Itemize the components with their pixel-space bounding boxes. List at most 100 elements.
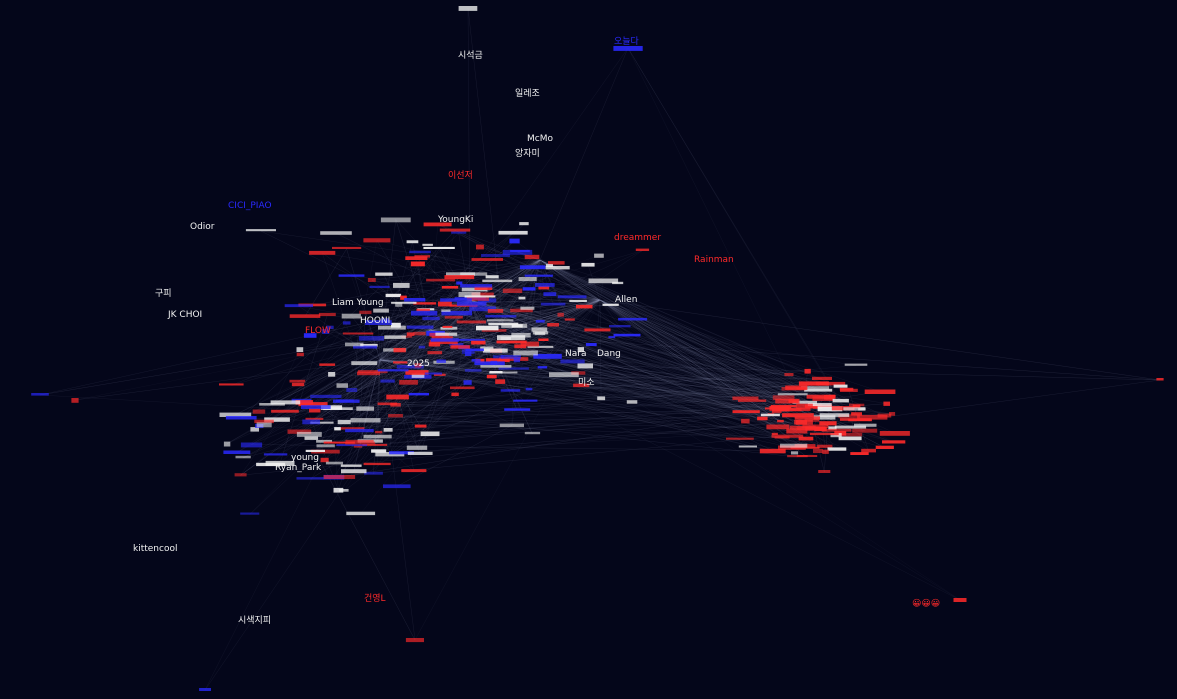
graph-node[interactable]	[471, 340, 486, 345]
graph-node[interactable]	[513, 399, 538, 402]
graph-node[interactable]	[31, 393, 49, 396]
graph-node[interactable]	[813, 448, 823, 453]
graph-node[interactable]	[444, 275, 475, 280]
graph-node[interactable]	[817, 406, 843, 412]
node-label[interactable]: HOONI	[360, 316, 390, 326]
graph-node[interactable]	[524, 431, 541, 435]
graph-node[interactable]	[543, 292, 557, 297]
graph-node[interactable]	[357, 371, 381, 376]
graph-node[interactable]	[408, 392, 429, 396]
graph-node[interactable]	[296, 347, 304, 352]
node-label[interactable]: 건영L	[364, 593, 386, 604]
graph-node[interactable]	[401, 335, 413, 338]
graph-node[interactable]	[436, 359, 446, 363]
graph-node[interactable]	[584, 328, 611, 332]
graph-node[interactable]	[389, 451, 414, 455]
graph-node[interactable]	[482, 348, 508, 353]
graph-node[interactable]	[458, 292, 481, 297]
graph-node[interactable]	[405, 638, 424, 643]
graph-node[interactable]	[391, 322, 401, 328]
graph-node[interactable]	[857, 414, 888, 420]
graph-node[interactable]	[259, 403, 285, 406]
graph-node[interactable]	[405, 256, 428, 260]
graph-node[interactable]	[451, 231, 467, 234]
graph-node[interactable]	[772, 395, 795, 401]
graph-node[interactable]	[338, 274, 365, 277]
graph-node[interactable]	[409, 250, 431, 254]
graph-node[interactable]	[337, 419, 351, 425]
graph-node[interactable]	[393, 347, 406, 353]
graph-node[interactable]	[356, 406, 374, 411]
graph-node[interactable]	[303, 333, 317, 338]
graph-node[interactable]	[345, 428, 374, 433]
node-label[interactable]: kittencool	[133, 544, 177, 554]
graph-node[interactable]	[406, 445, 428, 450]
graph-node[interactable]	[388, 414, 403, 418]
graph-node[interactable]	[377, 402, 398, 406]
graph-node[interactable]	[465, 348, 484, 352]
graph-node[interactable]	[310, 421, 334, 424]
graph-node[interactable]	[498, 230, 528, 235]
graph-node[interactable]	[560, 359, 585, 364]
graph-node[interactable]	[390, 403, 401, 407]
graph-node[interactable]	[240, 442, 263, 448]
graph-node[interactable]	[609, 325, 631, 328]
graph-node[interactable]	[832, 398, 849, 403]
graph-node[interactable]	[219, 412, 252, 417]
graph-node[interactable]	[250, 427, 259, 432]
graph-node[interactable]	[346, 388, 358, 392]
graph-node[interactable]	[296, 352, 304, 357]
graph-node[interactable]	[838, 436, 862, 441]
graph-node[interactable]	[879, 431, 910, 436]
graph-node[interactable]	[369, 285, 390, 288]
graph-node[interactable]	[738, 399, 767, 402]
graph-node[interactable]	[854, 423, 877, 427]
graph-node[interactable]	[800, 386, 830, 390]
graph-node[interactable]	[336, 383, 349, 388]
graph-node[interactable]	[393, 282, 410, 288]
graph-node[interactable]	[316, 439, 332, 443]
graph-node[interactable]	[363, 462, 391, 466]
graph-node[interactable]	[264, 417, 290, 422]
graph-node[interactable]	[333, 487, 344, 493]
graph-node[interactable]	[309, 408, 321, 413]
graph-node[interactable]	[732, 410, 760, 414]
graph-node[interactable]	[252, 409, 266, 414]
graph-node[interactable]	[345, 342, 364, 347]
graph-node[interactable]	[460, 284, 493, 288]
node-label[interactable]: 2025	[407, 359, 430, 369]
graph-node[interactable]	[289, 314, 321, 318]
graph-node[interactable]	[760, 413, 780, 417]
graph-node[interactable]	[362, 443, 388, 446]
graph-node[interactable]	[545, 264, 553, 267]
graph-node[interactable]	[404, 298, 426, 302]
node-label[interactable]: 시색지피	[238, 615, 271, 626]
graph-node[interactable]	[486, 319, 514, 322]
graph-node[interactable]	[384, 335, 406, 339]
graph-node[interactable]	[815, 381, 846, 386]
graph-node[interactable]	[381, 318, 390, 322]
graph-node[interactable]	[524, 274, 553, 277]
graph-node[interactable]	[471, 359, 481, 362]
graph-node[interactable]	[597, 396, 606, 401]
graph-node[interactable]	[340, 427, 365, 430]
node-label[interactable]: 앙자미	[515, 147, 540, 159]
graph-node[interactable]	[557, 312, 564, 317]
graph-node[interactable]	[780, 443, 808, 448]
graph-node[interactable]	[440, 298, 472, 302]
graph-node[interactable]	[796, 426, 824, 431]
graph-node[interactable]	[785, 385, 808, 390]
graph-node[interactable]	[850, 452, 869, 455]
graph-node[interactable]	[383, 428, 393, 432]
graph-node[interactable]	[804, 368, 811, 374]
graph-node[interactable]	[380, 217, 411, 223]
graph-node[interactable]	[418, 345, 426, 349]
graph-node[interactable]	[395, 302, 403, 307]
graph-node[interactable]	[320, 457, 329, 463]
graph-node[interactable]	[440, 326, 458, 330]
graph-node[interactable]	[406, 325, 434, 329]
graph-node[interactable]	[433, 373, 446, 376]
graph-node[interactable]	[777, 393, 808, 396]
graph-node[interactable]	[296, 431, 322, 437]
